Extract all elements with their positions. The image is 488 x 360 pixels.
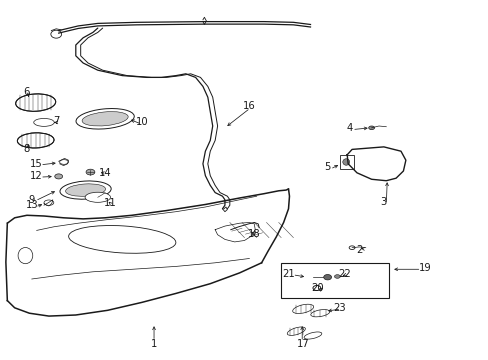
Text: 14: 14 — [99, 168, 111, 178]
Text: 22: 22 — [338, 269, 350, 279]
Text: 19: 19 — [418, 263, 431, 273]
Text: 12: 12 — [30, 171, 43, 181]
Bar — [339, 155, 353, 169]
Ellipse shape — [44, 200, 54, 205]
Ellipse shape — [334, 275, 340, 278]
Text: 5: 5 — [324, 162, 330, 172]
Ellipse shape — [18, 133, 54, 148]
Text: 4: 4 — [346, 123, 352, 133]
Text: 20: 20 — [311, 283, 324, 293]
Ellipse shape — [55, 174, 62, 179]
Text: 16: 16 — [243, 101, 255, 111]
Text: 10: 10 — [135, 117, 148, 127]
Text: 21: 21 — [282, 269, 294, 279]
Text: 3: 3 — [380, 197, 386, 207]
Ellipse shape — [286, 327, 305, 336]
Ellipse shape — [86, 169, 95, 175]
Text: 18: 18 — [247, 229, 260, 239]
Text: 13: 13 — [25, 200, 38, 210]
Text: 23: 23 — [333, 303, 346, 313]
Ellipse shape — [85, 192, 110, 202]
Ellipse shape — [60, 160, 68, 164]
Ellipse shape — [76, 109, 134, 129]
Ellipse shape — [323, 274, 331, 280]
Ellipse shape — [16, 94, 56, 111]
Text: 6: 6 — [23, 87, 30, 97]
Ellipse shape — [304, 332, 321, 339]
Text: 7: 7 — [53, 116, 60, 126]
Ellipse shape — [34, 118, 54, 126]
Ellipse shape — [82, 112, 128, 126]
Ellipse shape — [292, 304, 313, 314]
Bar — [281, 263, 388, 298]
Ellipse shape — [310, 310, 329, 317]
Ellipse shape — [60, 181, 111, 199]
Text: 15: 15 — [30, 159, 43, 169]
Ellipse shape — [342, 159, 349, 165]
Text: 17: 17 — [296, 339, 309, 349]
Text: 8: 8 — [24, 144, 30, 154]
Text: 2: 2 — [355, 245, 362, 255]
Text: 1: 1 — [150, 339, 157, 349]
Ellipse shape — [368, 126, 374, 130]
Text: 11: 11 — [103, 198, 116, 208]
Ellipse shape — [65, 184, 105, 196]
Text: 9: 9 — [28, 195, 35, 205]
